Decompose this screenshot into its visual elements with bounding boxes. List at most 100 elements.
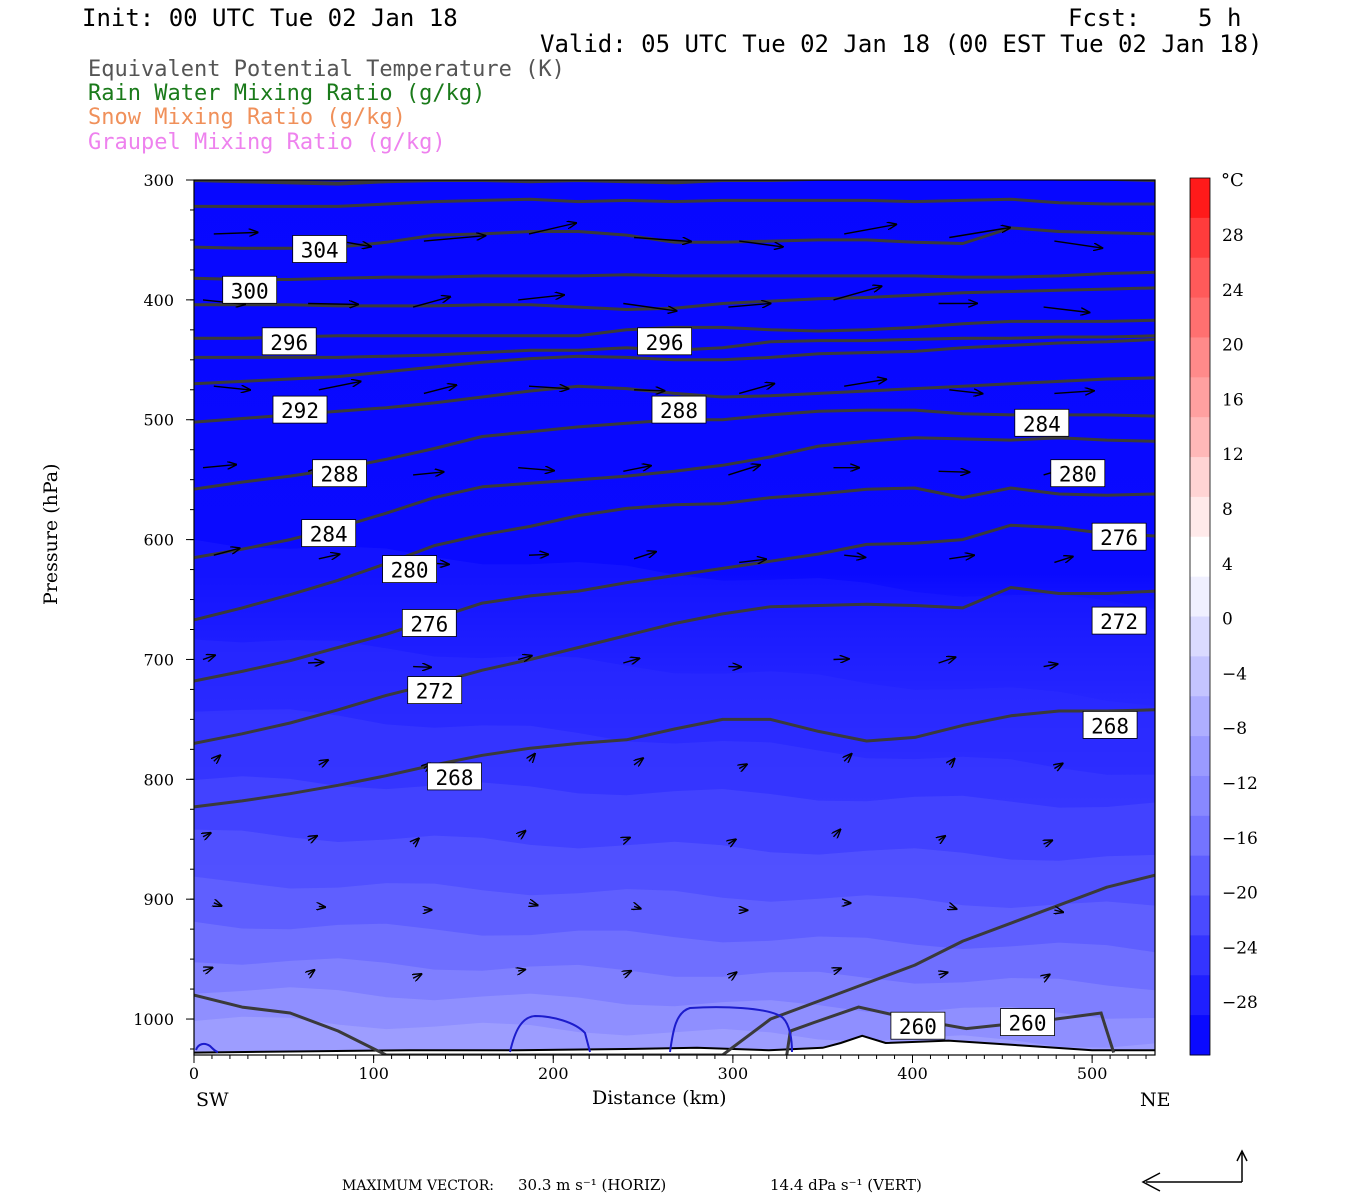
wind-vector [529, 903, 538, 906]
colorbar-swatch [1190, 696, 1210, 737]
reference-vector [1141, 1149, 1248, 1192]
init-time: Init: 00 UTC Tue 02 Jan 18 [82, 4, 458, 32]
axis-ticks: 300 400 500 600 700 800 900 1000 0 100 200 300 400 50… [133, 171, 1147, 1083]
max-vector-vert: 14.4 dPa s⁻¹ (VERT) [770, 1176, 922, 1194]
y-tick-label: 700 [143, 650, 174, 669]
wind-vector [623, 302, 676, 311]
wind-vector [202, 655, 215, 659]
x-tick-label: 200 [538, 1064, 569, 1083]
valid-time: Valid: 05 UTC Tue 02 Jan 18 (00 EST Tue … [540, 30, 1263, 58]
x-axis-label: Distance (km) [592, 1087, 727, 1109]
theta-e-label-box [401, 609, 457, 637]
theta-e-label: 296 [270, 331, 308, 355]
wind-vector [739, 240, 783, 247]
wind-vector [213, 386, 250, 390]
wind-vector [833, 286, 882, 301]
colorbar-tick-label: −4 [1222, 664, 1247, 684]
colorbar-tick-label: −28 [1222, 993, 1258, 1013]
colorbar-frame [1189, 177, 1211, 1056]
x-tick-label: 0 [189, 1064, 199, 1083]
x-end-label-left: SW [196, 1089, 229, 1111]
wind-vector [739, 559, 766, 562]
wind-vector [728, 839, 735, 844]
colorbar-tick-label: 0 [1222, 610, 1233, 630]
plot-frame [193, 179, 1156, 1056]
wind-vector [318, 554, 340, 559]
colorbar-swatch [1190, 178, 1210, 219]
wind-vector [1054, 764, 1062, 769]
theta-e-label: 276 [1100, 526, 1138, 550]
theta-e-label-box [272, 395, 328, 424]
wind-vector [938, 471, 970, 472]
wind-vector [413, 667, 431, 668]
wind-vector [423, 385, 456, 395]
colorbar-tick-label: −16 [1222, 829, 1258, 849]
wind-vector [203, 833, 211, 837]
theta-e-label: 296 [646, 331, 684, 355]
theta-e-label-box [651, 395, 707, 424]
wind-vector [938, 657, 956, 663]
wind-vector [319, 760, 328, 765]
x-tick-label: 300 [718, 1064, 749, 1083]
theta-e-contour [194, 226, 1155, 250]
wind-vector [728, 465, 760, 476]
wind-vector [1054, 910, 1063, 912]
theta-e-label: 272 [1100, 610, 1138, 634]
theta-e-label-box [222, 275, 278, 304]
colorbar-tick-label: 28 [1222, 226, 1244, 246]
legend-rain-water: Rain Water Mixing Ratio (g/kg) [88, 81, 486, 106]
colorbar-tick-label: −20 [1222, 884, 1258, 904]
theta-e-label-box [292, 235, 348, 263]
wind-vector [939, 836, 946, 840]
colorbar-swatch [1190, 536, 1210, 578]
wind-vector [413, 974, 421, 978]
y-tick-label: 800 [143, 770, 174, 789]
colorbar-swatch [1190, 975, 1210, 1016]
colorbar-swatch [1190, 257, 1210, 299]
wind-vector [834, 968, 841, 971]
wind-vector [308, 970, 314, 975]
wind-vector [413, 838, 419, 844]
y-tick-label: 600 [143, 531, 174, 550]
wind-vector [214, 755, 220, 761]
colorbar-swatch [1190, 457, 1210, 498]
wind-vector [1043, 664, 1058, 667]
theta-e-contour [194, 376, 1155, 424]
theta-e-label-box [1050, 459, 1106, 488]
wind-vector [833, 659, 849, 660]
wind-vector [308, 662, 323, 663]
wind-vector [939, 972, 948, 974]
wind-vector [528, 554, 548, 555]
theta-e-contour [194, 523, 1155, 683]
theta-e-label-box [1000, 1008, 1055, 1036]
y-tick-label: 500 [143, 411, 174, 430]
theta-e-label: 280 [1059, 463, 1097, 487]
wind-vector [518, 468, 554, 471]
colorbar-swatch [1190, 377, 1210, 418]
theta-e-label: 276 [410, 613, 448, 637]
theta-e-label-box [382, 555, 438, 583]
wind-vector [844, 224, 896, 235]
theta-e-contour [194, 586, 1155, 745]
max-vector-horiz: 30.3 m s⁻¹ (HORIZ) [518, 1176, 667, 1194]
theta-e-label: 272 [416, 680, 454, 704]
wind-vector [623, 838, 630, 841]
y-tick-label: 400 [143, 291, 174, 310]
theta-e-label-box [427, 762, 482, 791]
theta-e-label: 268 [1091, 714, 1129, 738]
theta-e-contour [194, 486, 1155, 622]
colorbar-tick-label: −24 [1222, 938, 1258, 958]
theta-e-label-box [301, 519, 357, 547]
wind-vector [739, 764, 747, 768]
wind-vector [623, 466, 651, 472]
theta-e-label: 300 [231, 279, 269, 303]
wind-vector [319, 906, 325, 907]
wind-vector [202, 465, 236, 468]
wind-vector [1054, 391, 1093, 394]
terrain [194, 1034, 1155, 1055]
wind-vector [518, 656, 532, 660]
wind-vector [1044, 975, 1050, 979]
colorbar-swatch [1190, 576, 1210, 617]
wind-vector [528, 223, 576, 235]
